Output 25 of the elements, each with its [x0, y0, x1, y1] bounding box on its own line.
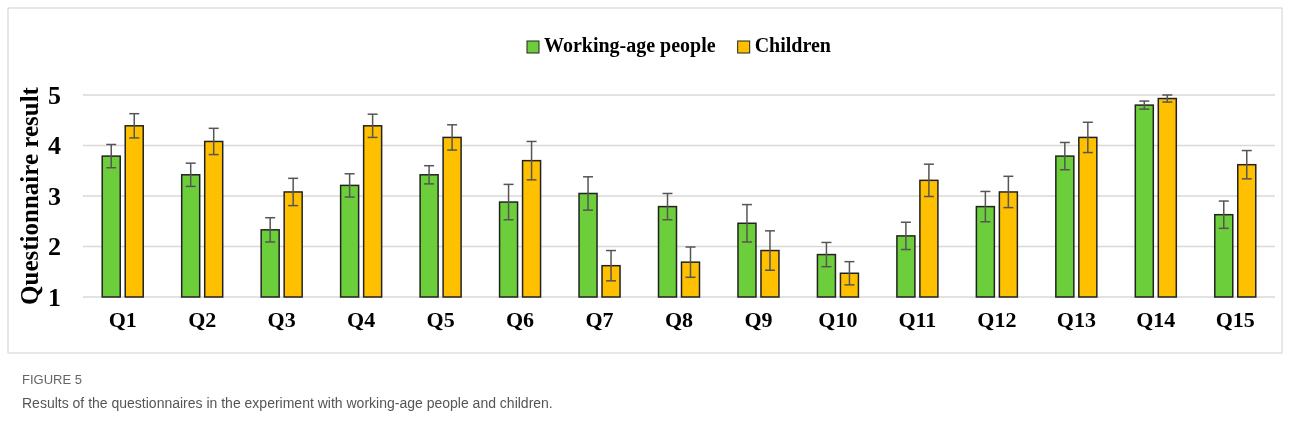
x-tick-label: Q1: [108, 306, 137, 332]
x-tick-label: Q4: [347, 306, 376, 332]
x-tick-label: Q2: [188, 306, 217, 332]
x-tick-label: Q6: [506, 306, 535, 332]
text: Results of the questionnaires in the experiment with working-age people and children.: [22, 395, 553, 411]
x-tick-label: Q3: [267, 306, 296, 332]
x-tick-label: Q11: [898, 306, 937, 332]
y-tick-label: 4: [48, 131, 61, 161]
y-tick-label: 5: [48, 80, 61, 110]
y-tick-label: 2: [48, 232, 61, 262]
x-tick-label: Q9: [744, 306, 773, 332]
x-tick-label: Q13: [1056, 306, 1096, 332]
y-axis-title: Questionnaire result: [16, 86, 43, 305]
y-tick-label: 3: [48, 181, 61, 211]
x-tick-label: Q5: [426, 306, 455, 332]
x-tick-label: Q12: [977, 306, 1017, 332]
x-tick-label: Q7: [585, 306, 614, 332]
x-tick-label: Q10: [818, 306, 858, 332]
x-tick-label: Q14: [1136, 306, 1176, 332]
legend-label: Working-age people: [544, 34, 716, 57]
x-tick-label: Q15: [1215, 306, 1255, 332]
y-tick-label: 1: [48, 282, 61, 312]
x-tick-label: Q8: [664, 306, 694, 332]
legend-label: Children: [754, 34, 831, 56]
caption: FIGURE 5: [22, 372, 82, 387]
